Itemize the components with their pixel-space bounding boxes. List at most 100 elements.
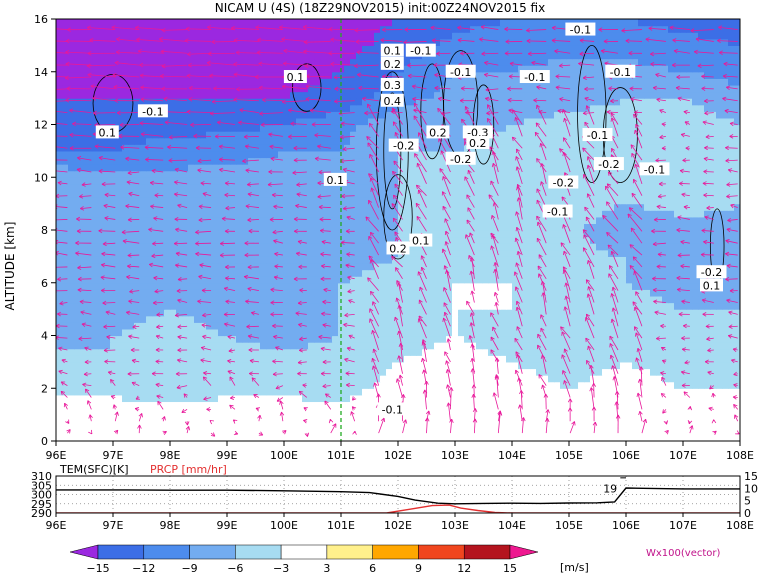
- u-cell: [116, 368, 123, 376]
- u-cell: [674, 368, 681, 376]
- u-cell: [230, 348, 237, 356]
- u-cell: [152, 256, 159, 264]
- u-cell: [236, 375, 243, 383]
- u-cell: [86, 170, 93, 178]
- u-cell: [560, 375, 567, 383]
- u-cell: [296, 177, 303, 185]
- u-cell: [368, 243, 375, 251]
- u-cell: [104, 177, 111, 185]
- u-cell: [674, 256, 681, 264]
- u-cell: [248, 150, 255, 159]
- u-cell: [632, 414, 639, 422]
- u-cell: [716, 177, 723, 185]
- u-cell: [680, 203, 687, 211]
- u-cell: [224, 170, 231, 178]
- u-cell: [86, 150, 93, 159]
- u-cell: [386, 309, 393, 317]
- u-cell: [506, 183, 513, 192]
- u-cell: [320, 348, 327, 356]
- u-cell: [368, 381, 375, 389]
- u-cell: [704, 177, 711, 185]
- u-cell: [734, 295, 740, 304]
- u-cell: [62, 150, 69, 159]
- u-cell: [722, 282, 729, 290]
- u-cell: [494, 394, 501, 403]
- u-cell: [188, 394, 195, 403]
- u-cell: [458, 276, 465, 284]
- u-cell: [272, 276, 279, 284]
- u-cell: [620, 190, 627, 198]
- u-cell: [608, 368, 615, 376]
- u-cell: [320, 427, 327, 435]
- u-cell: [98, 328, 105, 337]
- u-cell: [626, 381, 633, 389]
- u-cell: [680, 295, 687, 304]
- u-cell: [710, 183, 717, 192]
- u-cell: [152, 427, 159, 435]
- u-cell: [656, 269, 663, 277]
- u-cell: [122, 335, 129, 343]
- u-cell: [626, 388, 633, 396]
- u-cell: [734, 401, 740, 409]
- u-cell: [56, 230, 63, 238]
- u-cell: [638, 197, 645, 205]
- u-cell: [722, 335, 729, 343]
- u-cell: [584, 361, 591, 370]
- u-cell: [248, 342, 255, 350]
- u-cell: [194, 269, 201, 277]
- u-cell: [446, 302, 453, 310]
- u-cell: [290, 368, 297, 376]
- u-cell: [440, 375, 447, 383]
- u-cell: [518, 269, 525, 277]
- u-cell: [356, 236, 363, 244]
- u-cell: [200, 197, 207, 205]
- u-cell: [482, 302, 489, 310]
- u-cell: [428, 197, 435, 205]
- u-cell: [74, 282, 81, 290]
- u-cell: [386, 434, 393, 441]
- u-cell: [422, 203, 429, 211]
- u-cell: [488, 157, 495, 165]
- u-cell: [176, 190, 183, 198]
- u-cell: [218, 150, 225, 159]
- u-cell: [146, 249, 153, 257]
- u-cell: [434, 355, 441, 363]
- u-cell: [278, 381, 285, 389]
- u-cell: [164, 355, 171, 363]
- u-cell: [92, 203, 99, 211]
- u-cell: [344, 276, 351, 284]
- u-cell: [350, 342, 357, 350]
- u-cell: [704, 361, 711, 370]
- u-cell: [224, 183, 231, 192]
- u-cell: [710, 295, 717, 304]
- u-cell: [524, 197, 531, 205]
- u-cell: [116, 249, 123, 257]
- u-cell: [284, 276, 291, 284]
- u-cell: [494, 170, 501, 178]
- u-cell: [320, 289, 327, 297]
- u-cell: [440, 388, 447, 396]
- u-cell: [230, 394, 237, 403]
- u-cell: [242, 375, 249, 383]
- u-cell: [506, 276, 513, 284]
- u-cell: [284, 414, 291, 422]
- u-cell: [608, 295, 615, 304]
- u-cell: [482, 401, 489, 409]
- u-cell: [128, 322, 135, 330]
- u-cell: [572, 427, 579, 435]
- u-cell: [602, 315, 609, 323]
- u-cell: [308, 223, 315, 231]
- u-cell: [464, 375, 471, 383]
- u-cell: [344, 210, 351, 218]
- u-cell: [308, 282, 315, 290]
- u-cell: [416, 223, 423, 231]
- u-cell: [146, 197, 153, 205]
- u-cell: [164, 361, 171, 370]
- u-cell: [188, 236, 195, 244]
- u-cell: [362, 269, 369, 277]
- u-cell: [134, 190, 141, 198]
- u-cell: [428, 408, 435, 416]
- u-cell: [122, 309, 129, 317]
- u-cell: [518, 243, 525, 251]
- u-cell: [542, 394, 549, 403]
